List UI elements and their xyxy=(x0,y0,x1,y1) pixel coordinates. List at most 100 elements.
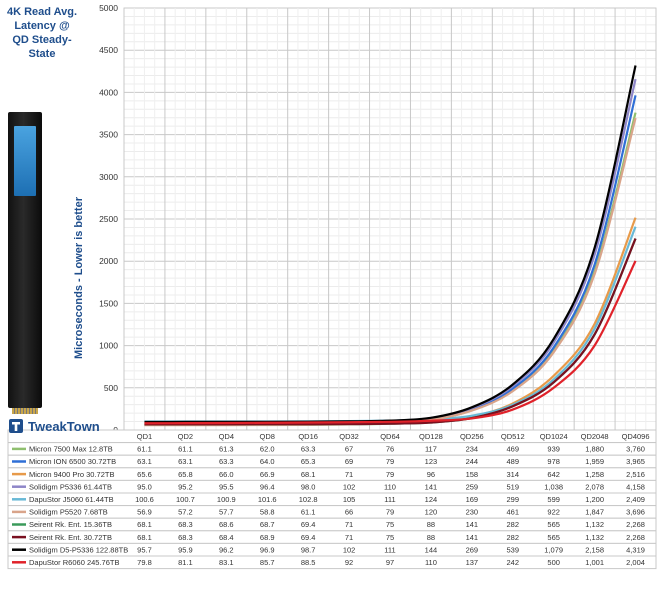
data-label: 101.6 xyxy=(258,495,277,504)
data-label: 69.4 xyxy=(301,533,316,542)
legend-entry: Seirent Rk. Ent. 30.72TB xyxy=(29,533,112,542)
data-label: 68.1 xyxy=(137,533,152,542)
data-label: 1,959 xyxy=(585,457,604,466)
chart-title: 4K Read Avg. Latency @ QD Steady-State xyxy=(6,6,78,60)
data-label: 100.7 xyxy=(176,495,195,504)
legend-entry: DapuStor J5060 61.44TB xyxy=(29,495,114,504)
data-label: 92 xyxy=(345,558,353,567)
x-tick-label: QD256 xyxy=(460,432,484,441)
data-label: 61.3 xyxy=(219,445,234,454)
data-label: 68.1 xyxy=(301,470,316,479)
data-label: 124 xyxy=(425,495,438,504)
x-tick-label: QD1 xyxy=(137,432,152,441)
data-label: 2,268 xyxy=(626,520,645,529)
data-label: 1,038 xyxy=(544,482,563,491)
data-label: 71 xyxy=(345,533,353,542)
data-label: 1,132 xyxy=(585,520,604,529)
data-label: 4,319 xyxy=(626,545,645,554)
y-tick-label: 500 xyxy=(104,383,118,393)
data-label: 56.9 xyxy=(137,508,152,517)
data-label: 141 xyxy=(466,533,479,542)
data-label: 1,880 xyxy=(585,445,604,454)
data-label: 2,409 xyxy=(626,495,645,504)
data-label: 68.3 xyxy=(178,520,193,529)
data-label: 3,696 xyxy=(626,508,645,517)
data-label: 88 xyxy=(427,520,435,529)
data-label: 922 xyxy=(547,508,560,517)
x-tick-label: QD128 xyxy=(419,432,443,441)
data-label: 141 xyxy=(466,520,479,529)
data-label: 81.1 xyxy=(178,558,193,567)
data-label: 123 xyxy=(425,457,438,466)
data-label: 65.3 xyxy=(301,457,316,466)
data-label: 68.3 xyxy=(178,533,193,542)
data-label: 68.7 xyxy=(260,520,275,529)
data-label: 539 xyxy=(507,545,520,554)
data-label: 642 xyxy=(547,470,560,479)
data-label: 68.6 xyxy=(219,520,234,529)
data-label: 97 xyxy=(386,558,394,567)
data-label: 63.3 xyxy=(219,457,234,466)
data-label: 75 xyxy=(386,533,394,542)
y-tick-label: 4000 xyxy=(99,87,118,97)
data-label: 83.1 xyxy=(219,558,234,567)
data-label: 599 xyxy=(547,495,560,504)
data-label: 1,258 xyxy=(585,470,604,479)
y-tick-label: 1000 xyxy=(99,341,118,351)
legend-entry: Micron ION 6500 30.72TB xyxy=(29,457,116,466)
legend-entry: DapuStor R6060 245.76TB xyxy=(29,558,119,567)
data-label: 4,158 xyxy=(626,482,645,491)
series-line-8 xyxy=(144,238,637,426)
data-label: 939 xyxy=(547,445,560,454)
data-label: 95.2 xyxy=(178,482,193,491)
x-tick-label: QD8 xyxy=(260,432,275,441)
y-tick-label: 1500 xyxy=(99,298,118,308)
data-label: 2,004 xyxy=(626,558,645,567)
data-label: 1,132 xyxy=(585,533,604,542)
data-label: 76 xyxy=(386,445,394,454)
y-tick-label: 2500 xyxy=(99,214,118,224)
series-line-10 xyxy=(144,260,637,425)
data-label: 62.0 xyxy=(260,445,275,454)
data-label: 66.0 xyxy=(219,470,234,479)
data-label: 67 xyxy=(345,445,353,454)
data-label: 63.1 xyxy=(178,457,193,466)
data-label: 100.9 xyxy=(217,495,236,504)
x-tick-label: QD4 xyxy=(219,432,234,441)
data-label: 65.6 xyxy=(137,470,152,479)
drive-connector xyxy=(12,408,38,414)
data-label: 1,200 xyxy=(585,495,604,504)
data-label: 68.4 xyxy=(219,533,234,542)
data-label: 85.7 xyxy=(260,558,275,567)
data-label: 110 xyxy=(425,558,437,567)
legend-entry: Micron 9400 Pro 30.72TB xyxy=(29,470,114,479)
data-label: 96.4 xyxy=(260,482,275,491)
data-label: 1,001 xyxy=(585,558,604,567)
data-label: 88.5 xyxy=(301,558,316,567)
data-label: 500 xyxy=(547,558,560,567)
data-label: 96 xyxy=(427,470,435,479)
drive-image xyxy=(8,112,42,414)
data-label: 63.1 xyxy=(137,457,152,466)
data-label: 95.9 xyxy=(178,545,193,554)
legend-entry: Solidigm P5520 7.68TB xyxy=(29,508,108,517)
data-label: 68.9 xyxy=(260,533,275,542)
data-label: 58.8 xyxy=(260,508,275,517)
x-tick-label: QD16 xyxy=(298,432,318,441)
data-label: 519 xyxy=(507,482,520,491)
y-tick-label: 4500 xyxy=(99,45,118,55)
data-label: 242 xyxy=(507,558,520,567)
data-label: 2,078 xyxy=(585,482,604,491)
data-label: 269 xyxy=(466,545,479,554)
legend-entry: Seirent Rk. Ent. 15.36TB xyxy=(29,520,112,529)
data-label: 71 xyxy=(345,470,353,479)
data-label: 79 xyxy=(386,470,394,479)
data-label: 98.7 xyxy=(301,545,316,554)
data-label: 230 xyxy=(466,508,479,517)
data-label: 95.7 xyxy=(137,545,152,554)
data-label: 57.7 xyxy=(219,508,234,517)
data-label: 282 xyxy=(507,520,520,529)
x-tick-label: QD4096 xyxy=(622,432,650,441)
data-label: 565 xyxy=(547,520,560,529)
